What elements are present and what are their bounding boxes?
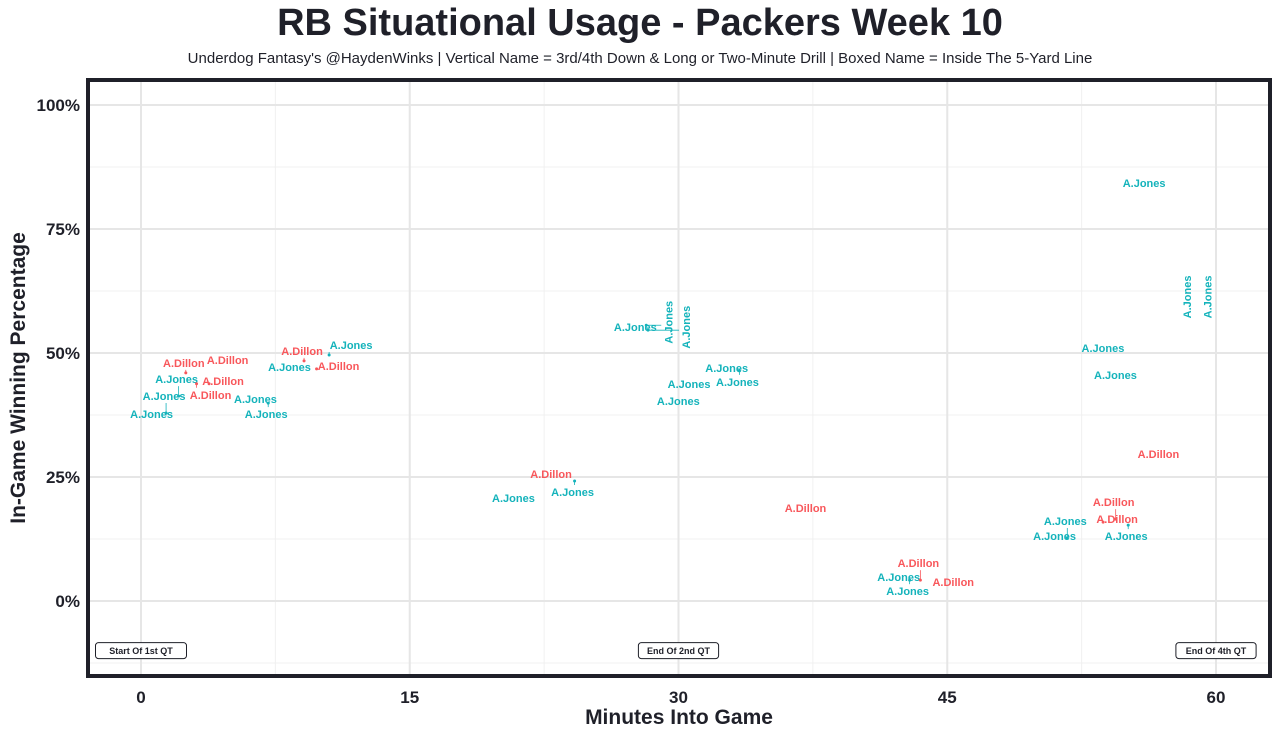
point-label-jones: A.Jones (1105, 531, 1148, 543)
point-anchor (177, 394, 181, 398)
y-tick-label: 25% (46, 468, 80, 487)
y-tick-label: 100% (37, 96, 80, 115)
x-tick-label: 0 (136, 688, 145, 707)
annotation-label: Start Of 1st QT (109, 646, 173, 656)
point-anchor (644, 323, 648, 327)
point-label-jones: A.Jones (681, 306, 693, 349)
point-label-jones: A.Jones (657, 396, 700, 408)
point-anchor (737, 369, 741, 373)
point-label-jones: A.Jones (245, 409, 288, 421)
point-label-jones: A.Jones (668, 379, 711, 391)
y-axis-label: In-Game Winning Percentage (7, 232, 30, 524)
chart-title: RB Situational Usage - Packers Week 10 (277, 2, 1003, 44)
point-label-jones: A.Jones (705, 363, 748, 375)
point-label-jones: A.Jones (663, 301, 675, 344)
point-anchor (195, 382, 199, 386)
point-anchor (302, 359, 306, 363)
point-label-jones: A.Jones (551, 487, 594, 499)
point-label-jones: A.Jones (1094, 370, 1137, 382)
point-label-dillon: A.Dillon (785, 503, 827, 515)
x-tick-label: 30 (669, 688, 688, 707)
point-anchor (315, 367, 319, 371)
annotation-box (95, 642, 187, 660)
point-label-jones: A.Jones (1123, 178, 1166, 190)
point-label-jones: A.Jones (877, 572, 920, 584)
x-tick-label: 45 (938, 688, 957, 707)
point-label-dillon: A.Dillon (207, 355, 249, 367)
y-tick-label: 50% (46, 344, 80, 363)
point-label-dillon: A.Dillon (1138, 449, 1180, 461)
point-label-jones: A.Jones (155, 374, 198, 386)
point-label-jones: A.Jones (1033, 531, 1076, 543)
point-label-jones: A.Jones (1182, 276, 1194, 319)
point-anchor (266, 401, 270, 405)
point-label-dillon: A.Dillon (281, 346, 323, 358)
point-label-jones: A.Jones (886, 586, 929, 598)
point-anchor (573, 479, 577, 483)
point-label-jones: A.Jones (234, 394, 277, 406)
point-anchor (164, 411, 168, 415)
point-label-jones: A.Jones (614, 322, 657, 334)
annotation-box (637, 642, 720, 660)
point-label-jones: A.Jones (1082, 343, 1125, 355)
point-anchor (1114, 517, 1118, 521)
annotation-label: End Of 2nd QT (647, 646, 710, 656)
x-axis-label: Minutes Into Game (585, 706, 773, 729)
point-anchor (918, 578, 922, 582)
point-anchor (646, 328, 650, 332)
point-label-jones: A.Jones (492, 493, 535, 505)
point-anchor (908, 578, 912, 582)
point-label-dillon: A.Dillon (932, 577, 974, 589)
x-tick-label: 15 (400, 688, 419, 707)
chart-subtitle: Underdog Fantasy's @HaydenWinks | Vertic… (187, 50, 1093, 67)
point-label-jones: A.Jones (143, 391, 186, 403)
point-label-jones: A.Jones (330, 340, 373, 352)
point-anchor (1101, 520, 1105, 524)
point-label-dillon: A.Dillon (318, 361, 360, 373)
point-anchor (1065, 536, 1069, 540)
annotation-box (1175, 642, 1257, 660)
annotation-label: End Of 4th QT (1186, 646, 1247, 656)
point-label-jones: A.Jones (716, 377, 759, 389)
point-anchor (1126, 523, 1130, 527)
x-tick-label: 60 (1207, 688, 1226, 707)
point-label-dillon: A.Dillon (898, 558, 940, 570)
point-anchor (184, 371, 188, 375)
point-label-jones: A.Jones (1203, 276, 1215, 319)
point-label-jones: A.Jones (1044, 516, 1087, 528)
point-label-jones: A.Jones (130, 409, 173, 421)
point-label-dillon: A.Dillon (163, 358, 205, 370)
plot-border (86, 78, 1272, 678)
y-tick-label: 0% (55, 592, 80, 611)
point-label-dillon: A.Dillon (530, 469, 572, 481)
point-label-jones: A.Jones (268, 362, 311, 374)
point-anchor (207, 382, 211, 386)
point-anchor (327, 353, 331, 357)
point-label-dillon: A.Dillon (202, 376, 244, 388)
point-label-dillon: A.Dillon (1096, 514, 1138, 526)
y-tick-label: 75% (46, 220, 80, 239)
point-label-dillon: A.Dillon (190, 390, 232, 402)
point-label-dillon: A.Dillon (1093, 497, 1135, 509)
